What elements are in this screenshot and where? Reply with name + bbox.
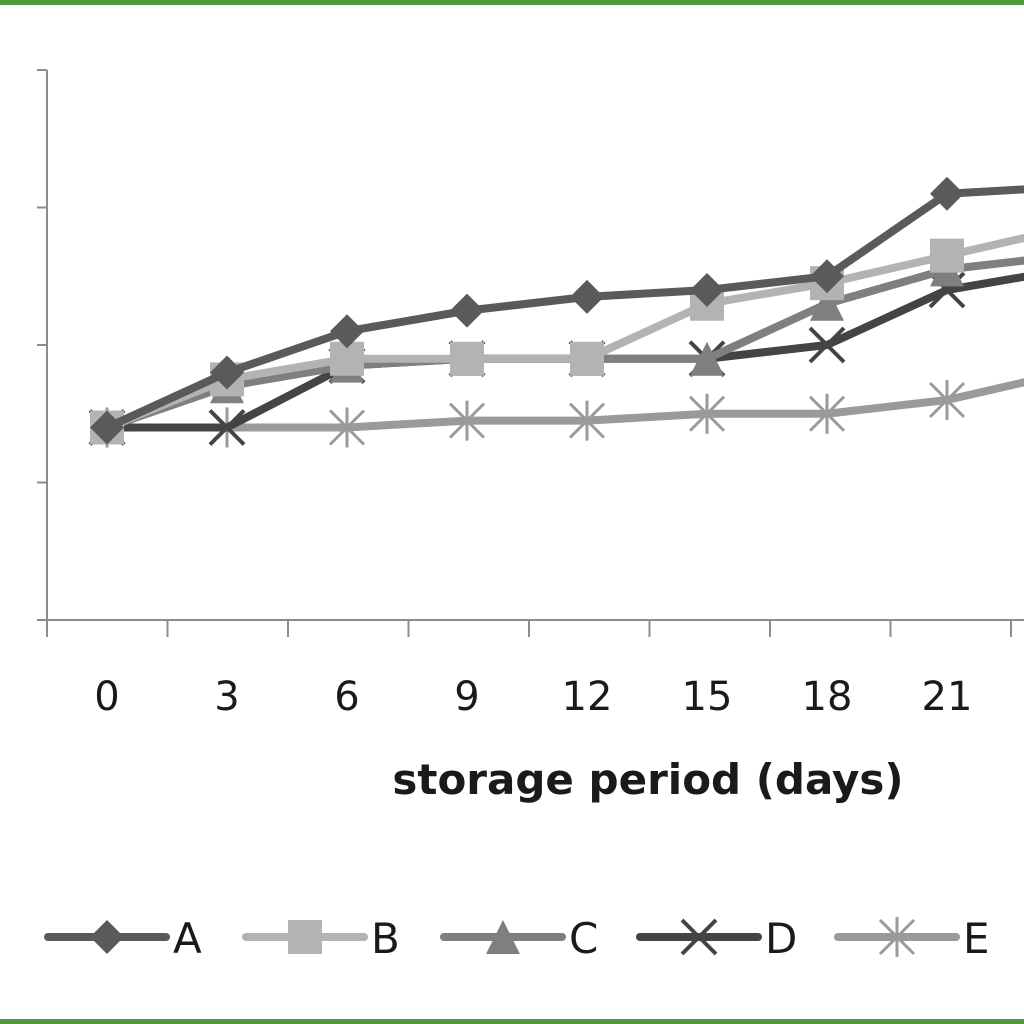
top-border: [0, 0, 1024, 5]
legend-marker: [288, 920, 322, 954]
chart-legend: A B C D E: [44, 914, 990, 963]
x-tick-labels: 0 3 6 9 12 15 18 21: [94, 674, 972, 720]
series-line-c: [103, 256, 1024, 432]
data-point-b: [450, 341, 484, 376]
data-point-e: [808, 393, 846, 434]
data-point-d: [208, 409, 246, 446]
bottom-border: [0, 1019, 1024, 1024]
x-tick-label: 3: [214, 674, 239, 720]
legend-item-b: B: [242, 914, 400, 963]
x-tick-label: 15: [682, 674, 733, 720]
data-point-c: [690, 341, 724, 376]
data-point-a: [810, 259, 844, 294]
x-tick-label: 18: [802, 674, 853, 720]
chart-series: [88, 176, 1024, 448]
legend-marker: [680, 918, 718, 956]
legend-item-c: C: [440, 914, 598, 963]
data-point-a: [930, 176, 964, 211]
x-tick-label: 9: [454, 674, 479, 720]
data-point-e: [928, 380, 966, 420]
x-axis-title: storage period (days): [392, 755, 903, 804]
legend-item-d: D: [636, 914, 797, 963]
series-a: [90, 176, 1024, 445]
series-line-a: [103, 185, 1024, 432]
data-point-a: [450, 293, 484, 328]
legend-marker: [90, 920, 124, 954]
data-point-a: [90, 410, 124, 445]
legend-label: C: [569, 914, 598, 963]
legend-label: B: [371, 914, 400, 963]
series-line-b: [103, 233, 1024, 432]
legend-marker: [486, 920, 520, 954]
data-point-d: [808, 326, 846, 364]
data-point-a: [570, 279, 604, 314]
legend-label: D: [765, 914, 797, 963]
legend-item-a: A: [44, 914, 202, 963]
data-point-b: [930, 238, 964, 273]
legend-label: E: [963, 914, 990, 963]
x-tick-label: 0: [94, 674, 119, 720]
data-point-e: [448, 400, 486, 441]
data-point-c: [810, 286, 844, 321]
legend-label: A: [173, 914, 202, 963]
data-point-e: [328, 407, 366, 448]
data-point-b: [570, 341, 604, 376]
series-d: [88, 271, 1024, 446]
data-point-a: [690, 273, 724, 307]
data-point-a: [330, 314, 364, 349]
legend-item-e: E: [834, 914, 990, 963]
data-point-a: [210, 355, 244, 390]
x-tick-label: 6: [334, 674, 359, 720]
data-point-e: [568, 400, 606, 441]
data-point-e: [688, 393, 726, 434]
x-tick-label: 21: [922, 674, 973, 720]
chart-axes: [37, 69, 1024, 637]
legend-marker: [878, 917, 916, 957]
x-tick-label: 12: [562, 674, 613, 720]
